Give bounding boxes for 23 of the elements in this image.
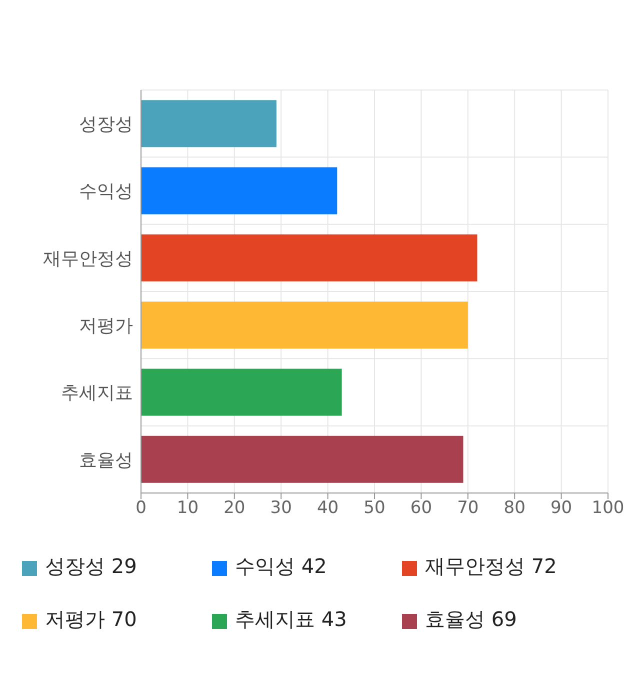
legend-label: 성장성 29 xyxy=(45,554,137,578)
legend-label: 추세지표 43 xyxy=(235,607,347,631)
x-tick-label: 30 xyxy=(270,498,292,518)
x-tick-label: 90 xyxy=(550,498,572,518)
legend-label: 효율성 69 xyxy=(425,607,517,631)
x-tick-label: 60 xyxy=(410,498,432,518)
y-tick-label: 추세지표 xyxy=(61,382,133,404)
y-tick-label: 재무안정성 xyxy=(43,248,133,270)
legend-label: 수익성 42 xyxy=(235,554,327,578)
y-tick-label: 수익성 xyxy=(79,181,133,202)
x-tick-label: 10 xyxy=(176,498,199,518)
y-tick-label: 효율성 xyxy=(79,450,133,471)
x-tick-label: 50 xyxy=(364,498,386,518)
x-tick-label: 80 xyxy=(504,498,526,518)
x-tick-label: 100 xyxy=(592,498,624,518)
x-tick-label: 20 xyxy=(224,498,246,518)
legend-label: 재무안정성 72 xyxy=(425,554,557,578)
y-tick-label: 저평가 xyxy=(79,315,133,336)
x-tick-label: 40 xyxy=(316,498,339,518)
x-tick-label: 0 xyxy=(136,498,146,518)
x-tick-label: 70 xyxy=(457,498,479,518)
y-tick-label: 성장성 xyxy=(79,114,133,135)
legend-label: 저평가 70 xyxy=(45,607,137,631)
